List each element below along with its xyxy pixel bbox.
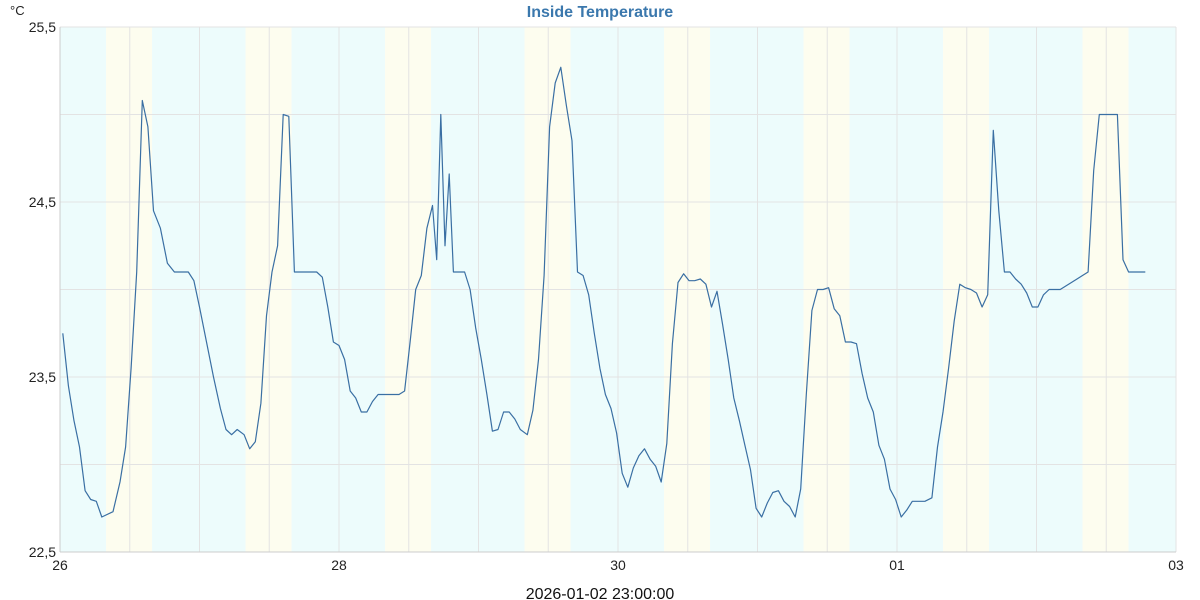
temperature-series-line: [62, 66, 1146, 518]
y-unit-label: °C: [10, 3, 25, 18]
x-tick-label: 26: [52, 557, 68, 573]
x-tick-label: 01: [889, 557, 905, 573]
y-tick-label: 22,5: [29, 544, 56, 560]
tick-labels: 26 28 30 01 03 22,5 23,5 24,5 25,5: [29, 19, 1184, 573]
axes: [59, 27, 1176, 553]
y-tick-label: 24,5: [29, 194, 56, 210]
x-tick-label: 03: [1168, 557, 1184, 573]
chart-title: Inside Temperature: [527, 4, 674, 21]
series-layer: [62, 66, 1146, 518]
timestamp-footer: 2026-01-02 23:00:00: [526, 586, 675, 600]
y-tick-label: 25,5: [29, 19, 56, 35]
x-tick-label: 30: [610, 557, 626, 573]
y-tick-label: 23,5: [29, 369, 56, 385]
x-tick-label: 28: [331, 557, 347, 573]
